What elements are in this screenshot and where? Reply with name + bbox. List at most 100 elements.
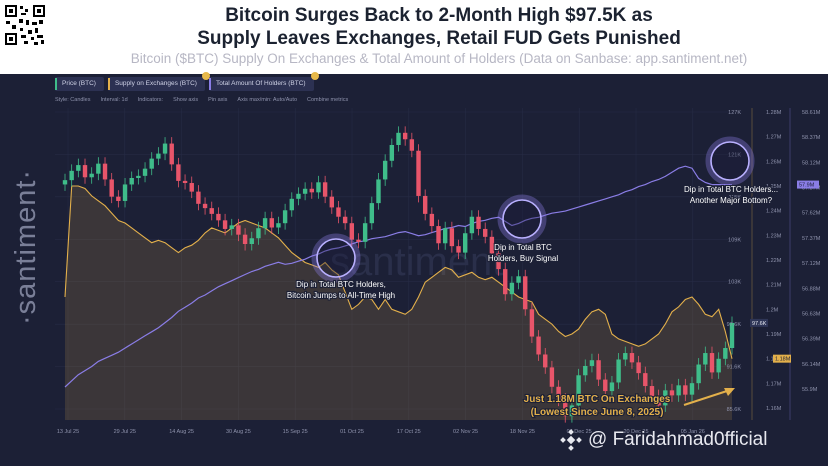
supply-tick-label: 1.16M: [766, 406, 782, 412]
supply-tick-label: 1.19M: [766, 332, 782, 338]
price-candle: [476, 216, 481, 229]
price-candle: [556, 386, 561, 400]
price-candle: [149, 158, 154, 169]
price-candle: [449, 228, 455, 247]
price-candle: [116, 196, 121, 201]
price-candle: [382, 160, 388, 180]
price-candle: [663, 390, 668, 406]
price-candle: [289, 198, 294, 211]
qr-code-icon: [4, 4, 46, 46]
price-candle: [129, 178, 134, 185]
header: Bitcoin Surges Back to 2-Month High $97.…: [0, 0, 828, 74]
watermark: @ Faridahmad0fficial: [560, 429, 767, 451]
tab-supply-on-exchanges[interactable]: Supply on Exchanges (BTC): [107, 72, 210, 91]
x-tick-label: 04 Dec 25: [567, 429, 592, 435]
price-candle: [156, 153, 161, 159]
price-candle: [509, 282, 515, 295]
price-candle: [469, 216, 475, 234]
price-candle: [396, 132, 401, 145]
price-candle: [356, 239, 361, 242]
supply-tick-label: 1.25M: [766, 184, 782, 190]
price-candle: [609, 382, 615, 392]
price-candle: [576, 375, 581, 406]
price-candle: [89, 173, 94, 178]
price-candle: [456, 246, 461, 253]
price-candle: [376, 179, 381, 204]
supply-last-label: 1.18M: [775, 357, 791, 363]
price-candle: [122, 184, 128, 201]
annotation-text: Holders, Buy Signal: [488, 254, 558, 263]
price-candle: [589, 360, 595, 366]
price-candle: [616, 359, 621, 383]
toolbar-style[interactable]: Style: Candles: [55, 97, 91, 103]
background-watermark: santiment: [330, 240, 503, 284]
x-tick-label: 15 Sep 25: [283, 429, 308, 435]
tab-price[interactable]: Price (BTC): [55, 77, 104, 91]
santiment-side-logo: ·santiment·: [10, 168, 42, 325]
price-candle: [623, 353, 628, 360]
toolbar-interval[interactable]: Interval: 1d: [100, 97, 128, 103]
toolbar-axis-maxmin[interactable]: Axis max/min: Auto/Auto: [237, 97, 298, 103]
price-candle: [96, 163, 101, 174]
tab-total-holders[interactable]: Total Amount Of Holders (BTC): [208, 72, 319, 91]
price-candle: [563, 399, 568, 417]
price-candle: [409, 139, 415, 151]
price-candle: [442, 228, 448, 244]
tab-holders-label: Total Amount Of Holders (BTC): [215, 80, 306, 87]
price-candle: [703, 353, 708, 365]
holders-tick-label: 58.61M: [802, 110, 821, 116]
toolbar-combine-metrics[interactable]: Combine metrics: [307, 97, 349, 103]
price-candle: [483, 228, 488, 237]
holders-last-label: 57.9M: [799, 183, 815, 189]
price-candle: [202, 203, 208, 209]
tab-supply-label: Supply on Exchanges (BTC): [114, 80, 197, 87]
title-line-2: Supply Leaves Exchanges, Retail FUD Gets…: [197, 28, 681, 49]
x-tick-label: 13 Jul 25: [57, 429, 79, 435]
price-candle: [109, 179, 114, 197]
chart-subtitle: Bitcoin ($BTC) Supply On Exchanges & Tot…: [130, 51, 748, 66]
supply-area: [65, 186, 732, 420]
price-candle: [222, 220, 228, 229]
x-tick-label: 17 Oct 25: [397, 429, 421, 435]
x-tick-label: 29 Jul 25: [114, 429, 136, 435]
price-candle: [102, 163, 108, 180]
supply-tick-label: 1.27M: [766, 135, 782, 141]
supply-line: [64, 185, 733, 359]
price-candle: [316, 182, 321, 193]
highlight-circle-2: [502, 199, 542, 239]
x-tick-label: 20 Dec 25: [623, 429, 648, 435]
highlight-circle-1-glow: [311, 233, 361, 283]
toolbar-pin-axis[interactable]: Pin axis: [208, 97, 228, 103]
holders-last-badge: [797, 180, 819, 189]
price-candle: [529, 309, 535, 337]
price-candle: [549, 367, 555, 387]
price-tick-label: 127K: [728, 110, 741, 116]
annotation-text: Another Major Bottom?: [690, 196, 773, 205]
x-tick-label: 14 Aug 25: [169, 429, 194, 435]
x-tick-label: 30 Aug 25: [226, 429, 251, 435]
price-candle: [182, 180, 188, 184]
supply-tick-label: 1.2M: [766, 307, 779, 313]
price-candle: [76, 165, 81, 171]
price-last-badge: [750, 318, 768, 327]
supply-last-badge: [773, 354, 791, 363]
holders-tick-label: 56.39M: [802, 337, 821, 343]
watermark-text: @ Faridahmad0fficial: [588, 429, 768, 450]
price-candle: [596, 360, 601, 380]
price-candle: [496, 253, 501, 270]
highlight-circle-2-glow: [497, 194, 547, 244]
price-candle: [142, 168, 148, 176]
toolbar-indicators[interactable]: Indicators:: [137, 97, 164, 103]
annotation-text: Dip in Total BTC Holders,: [296, 280, 386, 289]
toolbar-show-axis[interactable]: Show axis: [173, 97, 199, 103]
price-candle: [709, 353, 715, 373]
price-candle: [336, 207, 341, 217]
price-candle: [162, 143, 168, 154]
price-candle: [349, 223, 355, 240]
price-candle: [656, 396, 661, 406]
price-candle: [723, 348, 728, 359]
holders-tick-label: 56.63M: [802, 311, 821, 317]
annotation-text: Bitcoin Jumps to All-Time High: [287, 291, 395, 300]
holders-tick-label: 58.37M: [802, 135, 821, 141]
